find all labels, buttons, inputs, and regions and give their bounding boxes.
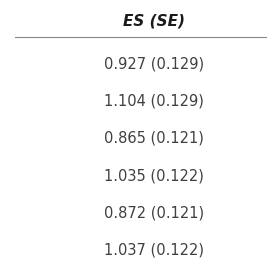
Text: 1.104 (0.129): 1.104 (0.129): [104, 94, 204, 109]
Text: 0.927 (0.129): 0.927 (0.129): [104, 56, 205, 71]
Text: ES (SE): ES (SE): [123, 13, 185, 28]
Text: 1.035 (0.122): 1.035 (0.122): [104, 168, 204, 183]
Text: 1.037 (0.122): 1.037 (0.122): [104, 243, 205, 258]
Text: 0.865 (0.121): 0.865 (0.121): [104, 131, 204, 146]
Text: 0.872 (0.121): 0.872 (0.121): [104, 206, 205, 221]
